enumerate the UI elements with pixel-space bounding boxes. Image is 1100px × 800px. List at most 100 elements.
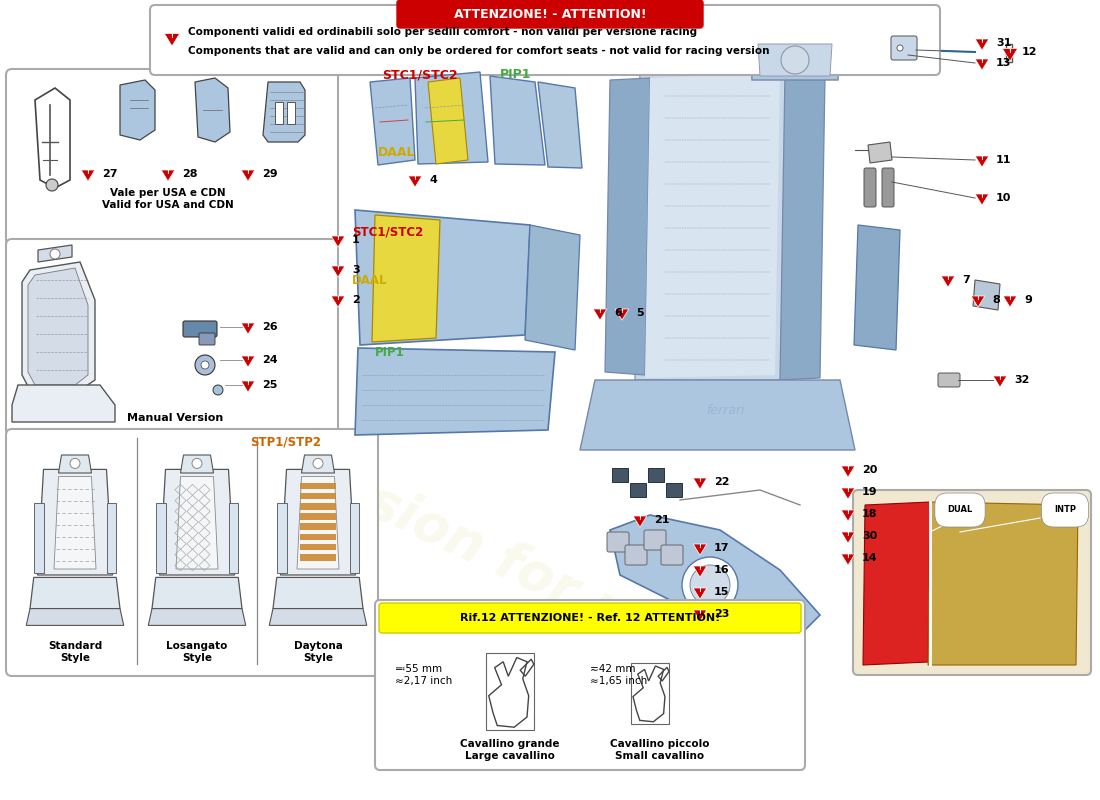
FancyBboxPatch shape (938, 373, 960, 387)
Circle shape (192, 458, 202, 468)
FancyBboxPatch shape (852, 490, 1091, 675)
Polygon shape (229, 503, 239, 573)
Polygon shape (408, 176, 421, 187)
Text: !: ! (847, 488, 849, 494)
FancyBboxPatch shape (150, 5, 940, 75)
Circle shape (195, 355, 214, 375)
FancyBboxPatch shape (6, 69, 338, 246)
FancyBboxPatch shape (199, 333, 214, 345)
Text: !: ! (698, 478, 702, 483)
Text: !: ! (847, 510, 849, 515)
Polygon shape (180, 455, 213, 473)
Text: ferrari: ferrari (706, 403, 745, 417)
Text: Losangato
Style: Losangato Style (166, 642, 228, 662)
Text: 16: 16 (714, 565, 729, 575)
Polygon shape (750, 40, 840, 80)
Polygon shape (928, 502, 1078, 665)
Polygon shape (331, 236, 344, 247)
Polygon shape (372, 215, 440, 342)
Polygon shape (842, 510, 855, 522)
Text: 11: 11 (996, 155, 1012, 165)
Polygon shape (301, 455, 334, 473)
Text: !: ! (947, 276, 949, 282)
Polygon shape (297, 477, 339, 569)
FancyBboxPatch shape (612, 468, 628, 482)
Polygon shape (842, 532, 855, 543)
FancyBboxPatch shape (300, 523, 336, 530)
Polygon shape (693, 566, 707, 578)
Polygon shape (120, 80, 155, 140)
FancyBboxPatch shape (300, 544, 336, 550)
Polygon shape (34, 503, 44, 573)
Polygon shape (195, 78, 230, 142)
Text: !: ! (698, 544, 702, 550)
Polygon shape (605, 78, 650, 375)
Polygon shape (1002, 49, 1018, 61)
Text: !: ! (598, 310, 602, 314)
Polygon shape (28, 268, 88, 385)
Circle shape (46, 179, 58, 191)
Text: ≕55 mm
≈2,17 inch: ≕55 mm ≈2,17 inch (395, 664, 452, 686)
Text: ATTENZIONE! - ATTENTION!: ATTENZIONE! - ATTENTION! (453, 7, 647, 21)
FancyBboxPatch shape (183, 321, 217, 337)
Text: !: ! (977, 296, 979, 302)
FancyBboxPatch shape (607, 532, 629, 552)
Text: Rif.12 ATTENZIONE! - Ref. 12 ATTENTION!: Rif.12 ATTENZIONE! - Ref. 12 ATTENTION! (460, 613, 720, 623)
FancyBboxPatch shape (644, 530, 666, 550)
Text: !: ! (698, 566, 702, 571)
Text: 23: 23 (714, 609, 729, 619)
FancyBboxPatch shape (630, 483, 646, 497)
Polygon shape (241, 381, 255, 392)
Polygon shape (976, 59, 989, 70)
Polygon shape (428, 78, 468, 164)
Text: 2: 2 (352, 295, 360, 305)
Text: !: ! (620, 310, 624, 314)
Polygon shape (971, 296, 984, 307)
Polygon shape (350, 503, 360, 573)
Text: 6: 6 (614, 308, 622, 318)
Polygon shape (538, 82, 582, 168)
Text: 20: 20 (862, 465, 878, 475)
Text: 14: 14 (862, 553, 878, 563)
Polygon shape (263, 82, 305, 142)
Polygon shape (415, 72, 488, 164)
Text: !: ! (414, 176, 417, 182)
Text: 13: 13 (996, 58, 1011, 68)
Polygon shape (864, 502, 930, 665)
Polygon shape (842, 466, 855, 477)
Text: PIP1: PIP1 (500, 69, 531, 82)
FancyBboxPatch shape (300, 493, 336, 499)
Text: 28: 28 (182, 169, 198, 179)
FancyBboxPatch shape (379, 603, 801, 633)
Text: STC1/STC2: STC1/STC2 (382, 69, 458, 82)
Text: !: ! (87, 170, 89, 175)
Text: 1: 1 (352, 235, 360, 245)
Polygon shape (270, 609, 366, 626)
Polygon shape (758, 44, 832, 76)
Polygon shape (160, 470, 234, 575)
Text: 32: 32 (1014, 375, 1030, 385)
Polygon shape (37, 470, 112, 575)
FancyBboxPatch shape (882, 168, 894, 207)
Polygon shape (868, 142, 892, 163)
Polygon shape (842, 488, 855, 499)
Text: 8: 8 (992, 295, 1000, 305)
Polygon shape (370, 78, 415, 165)
Text: 10: 10 (996, 193, 1011, 203)
Text: 3: 3 (352, 265, 360, 275)
FancyBboxPatch shape (891, 36, 917, 60)
FancyBboxPatch shape (6, 429, 378, 676)
Polygon shape (331, 296, 344, 307)
Polygon shape (974, 280, 1000, 310)
Polygon shape (280, 470, 355, 575)
FancyBboxPatch shape (666, 483, 682, 497)
Text: PIP1: PIP1 (375, 346, 405, 358)
FancyBboxPatch shape (6, 239, 338, 436)
Polygon shape (241, 323, 255, 334)
Circle shape (896, 45, 903, 51)
Polygon shape (842, 554, 855, 565)
Circle shape (690, 565, 730, 605)
FancyBboxPatch shape (300, 554, 336, 561)
Text: 30: 30 (862, 531, 878, 541)
Polygon shape (645, 72, 780, 378)
